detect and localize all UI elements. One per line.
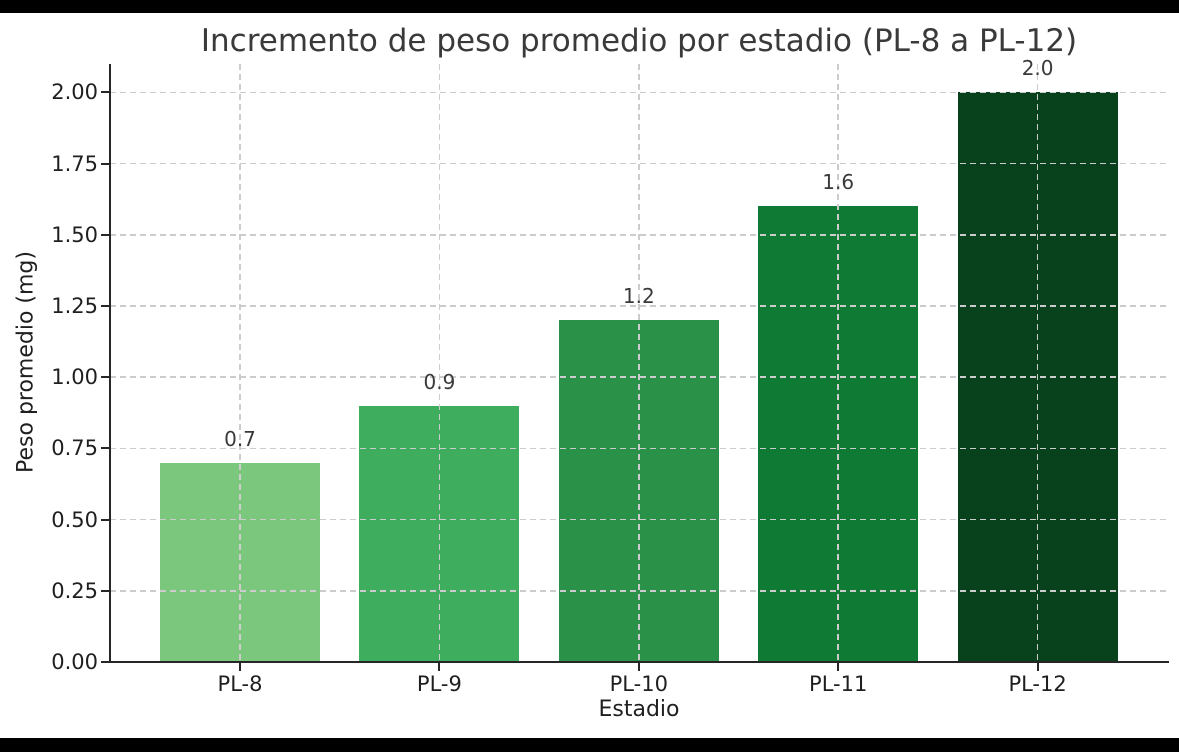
x-tick-label: PL-10 <box>609 672 668 696</box>
x-tick-label: PL-8 <box>217 672 263 696</box>
x-tick-mark <box>438 663 441 671</box>
y-tick-mark <box>101 589 109 592</box>
x-tick-label: PL-9 <box>416 672 462 696</box>
plot-area: 0.00 0.25 0.50 0.75 1.00 1.25 1.50 1.75 2.00 0.7 P… <box>51 57 1169 696</box>
x-tick-mark <box>239 663 241 671</box>
x-tick-mark <box>1036 663 1039 671</box>
x-tick-mark <box>637 663 640 671</box>
vertical-gridline <box>1036 64 1039 662</box>
y-tick-label: 1.00 <box>51 365 98 390</box>
x-tick-label: PL-11 <box>809 672 868 696</box>
bar-chart-figure: Incremento de peso promedio por estadio … <box>0 13 1179 738</box>
x-tick-mark <box>837 663 840 671</box>
y-tick-label: 0.25 <box>51 578 98 603</box>
x-axis-spine <box>109 661 1169 663</box>
y-tick-mark <box>101 661 109 663</box>
y-tick-mark <box>101 233 109 236</box>
chart-title: Incremento de peso promedio por estadio … <box>200 23 1078 59</box>
y-tick-label: 0.00 <box>51 650 98 674</box>
x-axis-title: Estadio <box>598 697 680 722</box>
bar-value-label: 0.9 <box>423 369 456 394</box>
y-tick-label: 0.75 <box>51 436 98 461</box>
bar-value-label: 2.0 <box>1021 56 1054 81</box>
vertical-gridline <box>638 64 640 662</box>
y-tick-mark <box>101 376 109 379</box>
x-tick-label: PL-12 <box>1008 672 1067 696</box>
y-tick-label: 2.00 <box>51 80 98 105</box>
bar-value-label: 0.7 <box>224 426 256 451</box>
bar-value-label: 1.6 <box>822 170 855 195</box>
vertical-gridline <box>837 64 839 662</box>
y-tick-mark <box>101 305 109 308</box>
y-tick-mark <box>101 518 109 521</box>
y-tick-label: 0.50 <box>51 507 98 532</box>
y-tick-label: 1.75 <box>51 151 98 176</box>
y-tick-mark <box>101 91 109 94</box>
y-tick-mark <box>101 447 109 450</box>
vertical-gridline <box>239 64 241 662</box>
vertical-gridline <box>438 64 441 662</box>
bar-value-label: 1.2 <box>622 284 655 309</box>
y-tick-label: 1.25 <box>51 294 98 319</box>
y-axis-spine <box>109 64 111 662</box>
y-tick-label: 1.50 <box>51 222 98 247</box>
y-tick-mark <box>101 162 109 165</box>
